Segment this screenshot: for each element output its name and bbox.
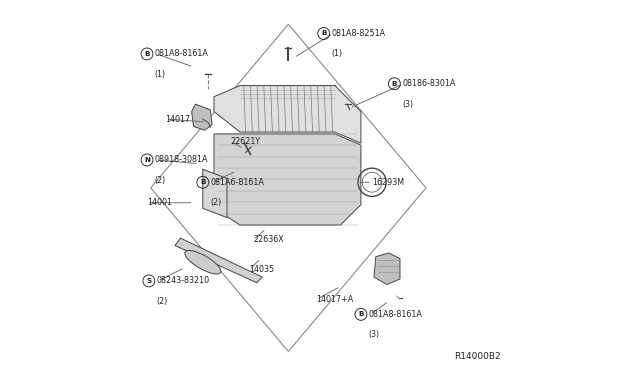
Text: 14035: 14035 <box>250 265 275 274</box>
Text: S: S <box>147 278 152 284</box>
Text: B: B <box>200 179 205 185</box>
Text: B: B <box>144 51 150 57</box>
Text: B: B <box>392 81 397 87</box>
Text: 08243-83210: 08243-83210 <box>157 276 210 285</box>
Text: R14000B2: R14000B2 <box>454 352 500 361</box>
Polygon shape <box>191 104 212 130</box>
Text: (1): (1) <box>332 49 342 58</box>
Text: 22636X: 22636X <box>253 235 284 244</box>
Text: 081A6-8161A: 081A6-8161A <box>211 178 264 187</box>
Polygon shape <box>214 86 361 143</box>
Text: 081A8-8161A: 081A8-8161A <box>155 49 209 58</box>
Text: 08918-3081A: 08918-3081A <box>155 155 209 164</box>
Text: 14001: 14001 <box>147 198 172 207</box>
Polygon shape <box>203 169 227 218</box>
Text: 08186-8301A: 08186-8301A <box>402 79 456 88</box>
Text: N: N <box>144 157 150 163</box>
Text: 081A8-8251A: 081A8-8251A <box>332 29 386 38</box>
Text: B: B <box>321 31 326 36</box>
Text: 14017: 14017 <box>166 115 191 124</box>
Text: 22621Y: 22621Y <box>231 137 261 146</box>
Text: (1): (1) <box>155 70 166 79</box>
Text: (2): (2) <box>155 176 166 185</box>
Polygon shape <box>374 253 400 285</box>
Text: 081A8-8161A: 081A8-8161A <box>369 310 422 319</box>
Text: 16293M: 16293M <box>372 178 404 187</box>
Ellipse shape <box>185 250 221 274</box>
Polygon shape <box>175 238 262 283</box>
Text: (2): (2) <box>211 198 222 207</box>
Text: (2): (2) <box>157 297 168 306</box>
Polygon shape <box>214 134 361 225</box>
Text: (3): (3) <box>369 330 380 339</box>
Text: 14017+A: 14017+A <box>316 295 353 304</box>
Text: B: B <box>358 311 364 317</box>
Text: (3): (3) <box>402 100 413 109</box>
